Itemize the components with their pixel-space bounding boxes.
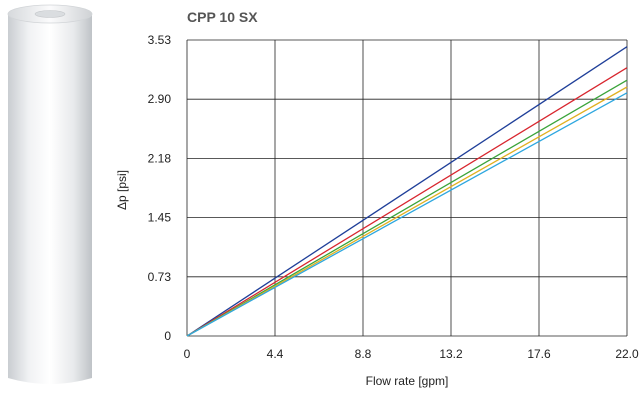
series-line-5 [186,92,628,337]
y-axis-label: Δp [psi] [115,170,129,210]
pressure-drop-chart: CPP 10 SX Δp [psi] Flow rate [gpm] 0 0.73… [115,9,639,388]
y-tick-label: 1.45 [148,211,172,225]
y-tick-label: 0.73 [148,270,172,284]
x-tick-label: 0 [184,347,191,361]
x-tick-label: 13.2 [439,347,463,361]
chart-grid [186,39,628,337]
y-tick-label: 2.90 [148,92,172,106]
series-line-3 [186,79,628,337]
x-axis-ticks: 0 4.4 8.8 13.2 17.6 22.0 [184,347,639,361]
x-tick-label: 17.6 [527,347,551,361]
series-line-4 [186,86,628,337]
filter-cartridge-image [7,4,93,384]
x-axis-label: Flow rate [gpm] [366,374,449,388]
series-line-2 [186,67,628,337]
y-tick-label: 3.53 [148,33,172,47]
y-tick-label: 0 [164,329,171,343]
x-tick-label: 22.0 [615,347,639,361]
y-tick-label: 2.18 [148,151,172,165]
y-axis-ticks: 0 0.73 1.45 2.18 2.90 3.53 [148,33,172,343]
chart-series [186,46,628,337]
chart-title: CPP 10 SX [187,9,258,25]
x-tick-label: 4.4 [267,347,284,361]
x-tick-label: 8.8 [355,347,372,361]
series-line-1 [186,46,628,337]
